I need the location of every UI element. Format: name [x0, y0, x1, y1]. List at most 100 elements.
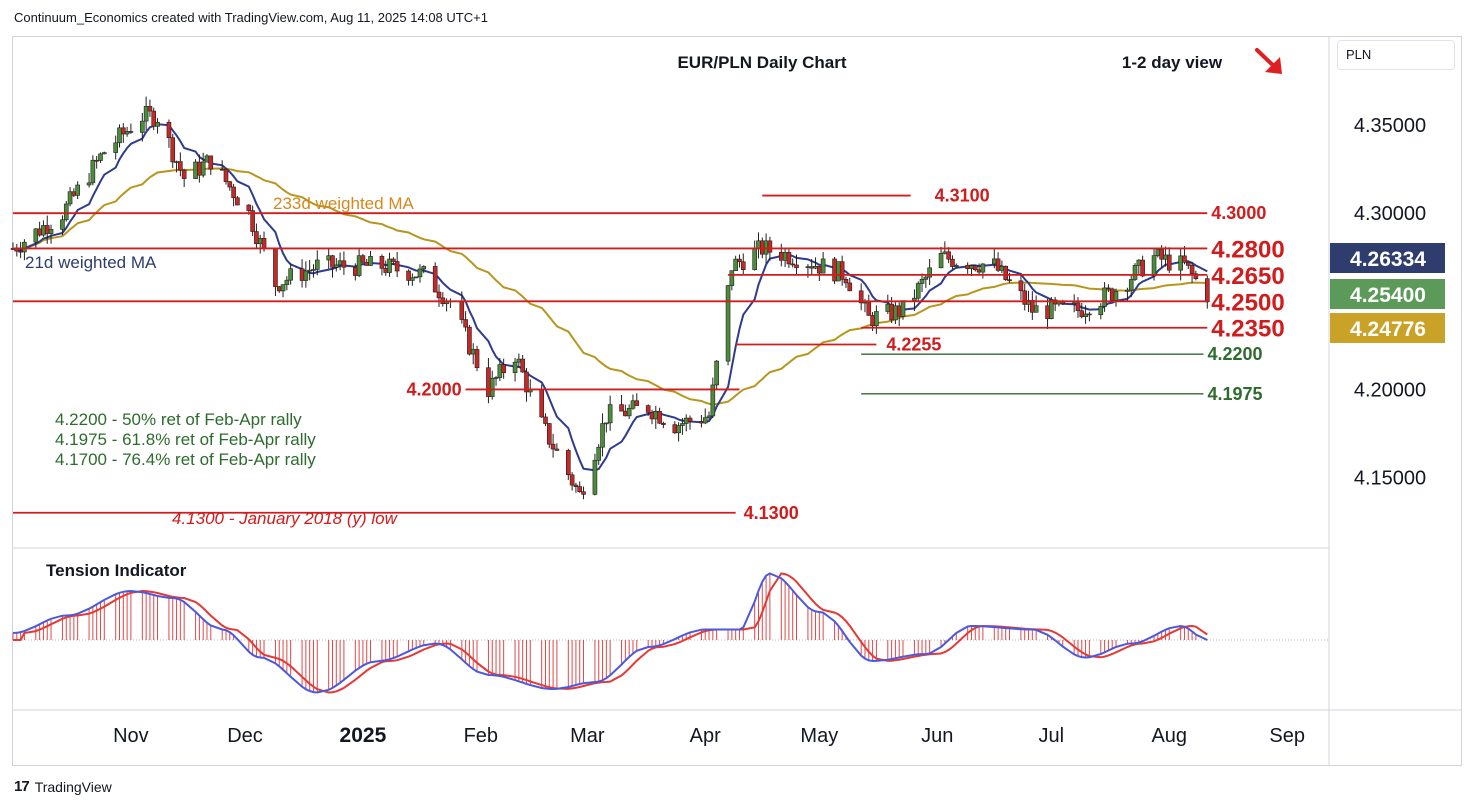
candle: [463, 311, 468, 332]
candle: [756, 232, 761, 259]
candle: [896, 302, 902, 327]
level-label: 4.3000: [1211, 203, 1266, 223]
candle: [208, 155, 214, 175]
candle: [436, 284, 442, 307]
candle: [786, 247, 792, 268]
candle: [1125, 287, 1130, 302]
candle: [836, 261, 841, 282]
candle: [22, 239, 27, 261]
candle: [48, 224, 54, 244]
candle: [501, 358, 506, 379]
candle: [923, 273, 929, 288]
candle: [1113, 288, 1119, 307]
level-4-3100: 4.3100: [762, 186, 990, 206]
candle: [124, 126, 130, 137]
candle: [915, 281, 921, 302]
level-label: 4.2350: [1211, 316, 1284, 343]
fib-note-50: 4.2200 - 50% ret of Feb-Apr rally: [55, 410, 302, 429]
candle: [1128, 275, 1134, 298]
fib-note-764: 4.1700 - 76.4% ret of Feb-Apr rally: [55, 450, 316, 469]
candle: [493, 376, 499, 386]
candle: [489, 370, 495, 400]
candle: [710, 377, 716, 419]
candle: [817, 265, 822, 282]
candle: [1140, 255, 1145, 278]
candle: [1106, 284, 1111, 292]
candle: [326, 248, 331, 269]
candle: [630, 394, 636, 410]
candle: [1079, 302, 1085, 319]
candle: [101, 151, 107, 155]
candle: [117, 124, 122, 148]
candle: [1003, 265, 1009, 281]
candle: [626, 404, 632, 420]
candle: [733, 255, 738, 271]
candle: [299, 259, 305, 288]
x-tick-label: Dec: [227, 725, 263, 747]
candle: [284, 276, 290, 291]
candle: [200, 152, 206, 178]
candle: [874, 305, 879, 334]
candle: [1136, 259, 1142, 275]
currency-selector[interactable]: PLN: [1337, 40, 1455, 70]
candle: [893, 302, 898, 325]
candle: [1132, 263, 1138, 282]
level-4-2000: 4.2000: [407, 379, 740, 399]
candle: [619, 394, 624, 412]
candle: [550, 433, 556, 458]
candle: [577, 481, 583, 493]
candle: [790, 258, 796, 268]
candle: [341, 251, 347, 275]
tradingview-logo-icon: 17: [14, 778, 30, 795]
candle: [113, 135, 118, 160]
view-label: 1-2 day view: [1122, 53, 1223, 72]
candle: [193, 159, 198, 179]
candle: [311, 264, 316, 278]
candle: [1087, 311, 1092, 322]
candle: [634, 393, 640, 406]
candle: [927, 258, 932, 286]
candle: [527, 379, 533, 397]
candle: [965, 262, 970, 274]
candle: [919, 273, 925, 293]
candle: [166, 119, 172, 148]
candle: [843, 276, 849, 288]
chart-attribution: Continuum_Economics created with Trading…: [14, 10, 488, 25]
candle: [181, 168, 187, 188]
svg-text:4.25400: 4.25400: [1350, 284, 1426, 307]
candle: [604, 422, 609, 433]
candle: [90, 155, 96, 186]
candle: [1102, 282, 1107, 312]
candle: [653, 405, 659, 429]
level-4-2800: 4.2800: [13, 236, 1285, 263]
candle: [250, 205, 255, 236]
candle: [950, 255, 955, 270]
candle: [474, 345, 480, 372]
candle: [1083, 305, 1088, 324]
candle: [946, 247, 951, 264]
footer-brand: TradingView: [34, 778, 112, 795]
candle: [98, 152, 103, 163]
candle: [607, 395, 613, 431]
candle: [1189, 261, 1195, 283]
candle: [706, 411, 712, 421]
candle: [314, 250, 320, 276]
fib-note-618: 4.1975 - 61.8% ret of Feb-Apr rally: [55, 430, 316, 449]
candle: [1030, 291, 1035, 320]
y-tick-label: 4.35000: [1354, 115, 1426, 137]
candle: [254, 223, 259, 249]
candle: [444, 298, 449, 312]
candle: [866, 294, 872, 316]
candle: [223, 168, 229, 185]
candle: [417, 264, 423, 283]
candle: [155, 118, 160, 134]
candle: [661, 421, 666, 429]
candle: [672, 421, 678, 434]
candle: [467, 324, 472, 356]
level-4-2350: 4.2350: [861, 316, 1285, 343]
candle: [1033, 295, 1039, 313]
candle: [794, 254, 799, 275]
candle: [566, 448, 571, 480]
candle: [227, 180, 233, 191]
